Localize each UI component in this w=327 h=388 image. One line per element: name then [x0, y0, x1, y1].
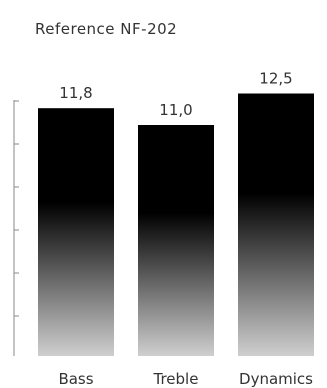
value-label-treble: 11,0 — [159, 101, 192, 119]
bar-dynamics — [238, 93, 314, 356]
category-label-treble: Treble — [153, 370, 199, 388]
category-label-dynamics: Dynamics — [239, 370, 313, 388]
chart-title: Reference NF-202 — [35, 20, 178, 38]
value-label-dynamics: 12,5 — [259, 70, 292, 88]
bar-bass — [38, 108, 114, 356]
category-label-bass: Bass — [58, 370, 93, 388]
bar-treble — [138, 125, 214, 356]
value-label-bass: 11,8 — [59, 84, 92, 102]
